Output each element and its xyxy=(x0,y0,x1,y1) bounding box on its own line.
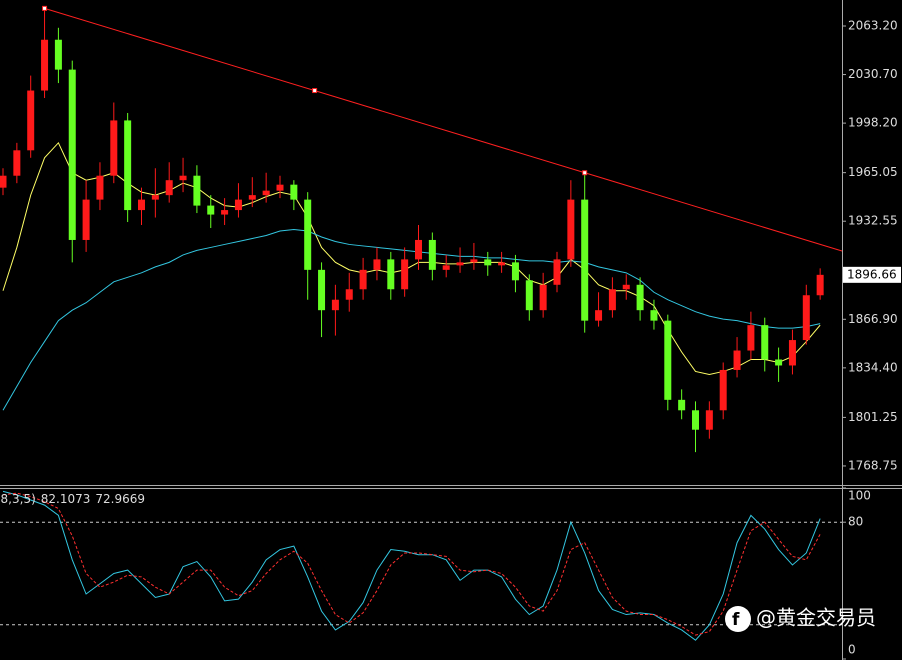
candle-body xyxy=(567,199,575,260)
trendline-anchor xyxy=(312,88,318,94)
legend-part: 82.1073 xyxy=(41,492,91,506)
candle-body xyxy=(193,175,201,206)
candle-body xyxy=(484,259,492,266)
candle-body xyxy=(304,199,312,270)
candle-body xyxy=(0,175,7,188)
indicator-legend: Stoch(8,3,5) 82.1073 72.9669 xyxy=(0,492,145,506)
candle-body xyxy=(179,175,187,181)
candle-body xyxy=(705,410,713,430)
candle-body xyxy=(248,195,256,200)
y-tick-label: 2063.20 xyxy=(848,18,898,32)
y-tick-label: 1998.20 xyxy=(848,116,898,130)
moving-average xyxy=(2,141,821,375)
candle-body xyxy=(788,340,796,366)
candle-body xyxy=(262,190,270,196)
candle-body xyxy=(138,199,145,211)
candle-body xyxy=(27,90,35,151)
candle-body xyxy=(276,184,284,191)
y-tick-label: 1834.40 xyxy=(848,360,898,374)
current-price-label: 1896.66 xyxy=(847,267,897,281)
candle-body xyxy=(664,320,672,400)
legend-part: 72.9669 xyxy=(95,492,145,506)
watermark-text: @黄金交易员 xyxy=(756,606,876,630)
candle-body xyxy=(151,195,159,200)
candle-body xyxy=(110,120,118,176)
candle-body xyxy=(345,289,353,300)
price-panel: 2063.20 2030.70 1998.20 1965.05 1932.55 1866.… xyxy=(0,5,901,472)
candle-body xyxy=(124,120,132,211)
candle-body xyxy=(525,280,533,311)
trendline-anchor xyxy=(582,170,588,176)
candle-body xyxy=(608,289,616,311)
candle-body xyxy=(207,205,215,215)
candle-body xyxy=(761,325,769,360)
candle-body xyxy=(41,39,49,91)
candle-body xyxy=(733,350,741,370)
candle-body xyxy=(595,310,603,321)
candle-body xyxy=(581,199,589,321)
candle-body xyxy=(54,39,62,70)
candle-body xyxy=(96,175,104,200)
candle-body xyxy=(401,259,409,290)
candle-body xyxy=(775,359,783,366)
candle-body xyxy=(13,150,21,176)
candle-body xyxy=(82,199,90,240)
candle-body xyxy=(636,284,644,311)
trendline-anchor xyxy=(42,5,48,11)
candle-body xyxy=(415,239,422,260)
candle-body xyxy=(428,239,436,270)
y-tick-label: 0 xyxy=(848,643,856,657)
candle-body xyxy=(68,69,76,240)
candle-body xyxy=(470,259,478,263)
y-tick-label: 1866.90 xyxy=(848,312,898,326)
trendline xyxy=(44,7,843,252)
candle-body xyxy=(290,184,298,200)
y-tick-label: 100 xyxy=(848,489,871,503)
stoch-line xyxy=(2,492,821,636)
candle-body xyxy=(221,210,229,215)
candle-body xyxy=(678,399,686,411)
candle-body xyxy=(498,262,506,266)
oscillator-panel: 100 80 0 Stoch(8,3,5) 82.1073 72.9669 xyxy=(0,487,871,660)
candle-body xyxy=(747,325,755,351)
candle-body xyxy=(802,295,810,341)
candle-body xyxy=(165,180,173,196)
candle-body xyxy=(387,259,395,290)
y-tick-label: 1932.55 xyxy=(848,214,898,228)
moving-average xyxy=(2,228,821,411)
candle-body xyxy=(539,284,547,311)
candle-body xyxy=(816,274,824,296)
candle-body xyxy=(511,262,519,281)
candle-body xyxy=(442,265,450,270)
candle-body xyxy=(359,269,367,290)
candle-body xyxy=(719,369,727,411)
y-tick-label: 1965.05 xyxy=(848,165,898,179)
candle-body xyxy=(234,199,242,211)
candle-body xyxy=(553,259,561,285)
y-tick-label: 2030.70 xyxy=(848,67,898,81)
candle-body xyxy=(692,410,699,430)
watermark: f @黄金交易员 xyxy=(725,606,876,632)
y-tick-label: 1801.25 xyxy=(848,410,898,424)
candle-body xyxy=(456,262,464,266)
watermark-icon xyxy=(725,606,751,632)
candle-body xyxy=(331,299,339,311)
candle-body xyxy=(622,284,630,290)
y-tick-label: 1768.75 xyxy=(848,458,898,472)
watermark-icon-letter: f xyxy=(732,610,740,630)
candle-body xyxy=(318,269,326,311)
candle-body xyxy=(650,310,658,321)
candle-body xyxy=(373,259,381,270)
price-label-box xyxy=(843,266,901,283)
y-tick-label: 80 xyxy=(848,515,863,529)
legend-part: Stoch(8,3,5) xyxy=(0,492,36,506)
